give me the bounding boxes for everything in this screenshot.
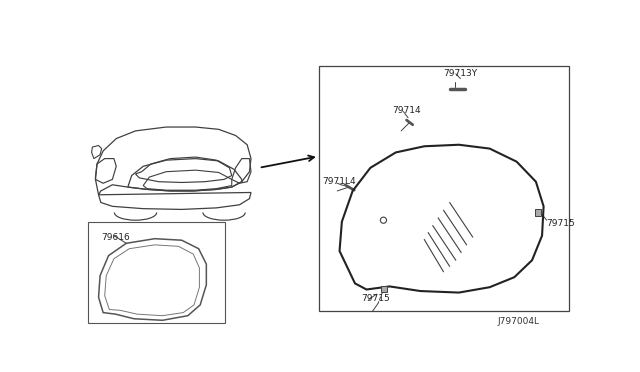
Text: 7971L4: 7971L4 bbox=[323, 177, 356, 186]
Bar bbox=[88, 222, 225, 323]
Text: 79616: 79616 bbox=[101, 233, 129, 242]
Text: 79713Y: 79713Y bbox=[444, 70, 477, 78]
Text: 79715: 79715 bbox=[361, 294, 390, 303]
Bar bbox=[535, 209, 541, 216]
Bar bbox=[319, 66, 569, 311]
Text: J797004L: J797004L bbox=[497, 317, 540, 326]
Text: 79714: 79714 bbox=[392, 106, 420, 115]
Text: 79715: 79715 bbox=[547, 219, 575, 228]
Bar bbox=[381, 286, 387, 292]
